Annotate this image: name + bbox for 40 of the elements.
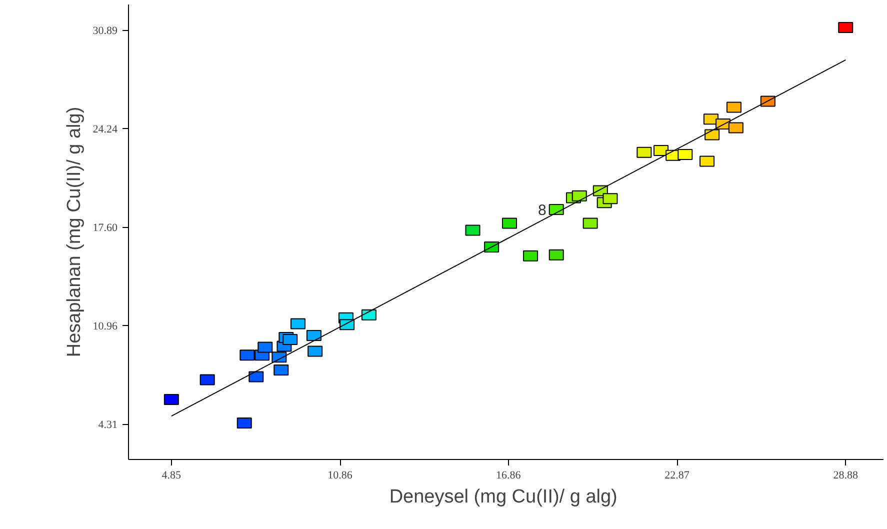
point (548, 204, 564, 215)
point (523, 250, 538, 262)
x-tick-label: 28.88 (833, 470, 858, 482)
x-axis-title: Deneysel (mg Cu(II)/ g alg) (389, 486, 618, 508)
point (726, 102, 742, 113)
x-tick-label: 22.87 (664, 470, 690, 482)
point (306, 330, 322, 341)
point (548, 249, 564, 260)
x-tick-label: 16.86 (496, 470, 522, 482)
y-axis-title: Hesaplanan (mg Cu(II)/ g alg) (64, 106, 85, 358)
y-tick-label: 30.89 (92, 25, 118, 38)
point (636, 146, 652, 158)
x-tick-label: 4.85 (162, 470, 182, 482)
point (728, 122, 744, 134)
point (502, 218, 518, 229)
point (236, 418, 252, 429)
point (282, 334, 298, 345)
point (361, 309, 376, 320)
point (248, 371, 264, 382)
point (700, 156, 715, 167)
point (290, 318, 306, 330)
y-tick-label: 4.31 (98, 419, 118, 432)
point (582, 218, 598, 229)
point (258, 342, 273, 353)
y-tick-label: 24.24 (92, 124, 118, 136)
point (572, 190, 587, 202)
point (704, 129, 720, 140)
point (240, 350, 255, 361)
point (602, 193, 618, 204)
point (678, 148, 693, 160)
point (465, 224, 480, 236)
x-tick-label: 10.86 (328, 470, 353, 482)
y-tick-label: 10.96 (92, 320, 118, 333)
point (200, 374, 215, 386)
annotation: 8 (538, 202, 546, 219)
point (838, 22, 854, 33)
point (308, 346, 323, 357)
point (274, 364, 289, 376)
y-tick-label: 17.60 (92, 222, 118, 234)
point (164, 394, 179, 405)
